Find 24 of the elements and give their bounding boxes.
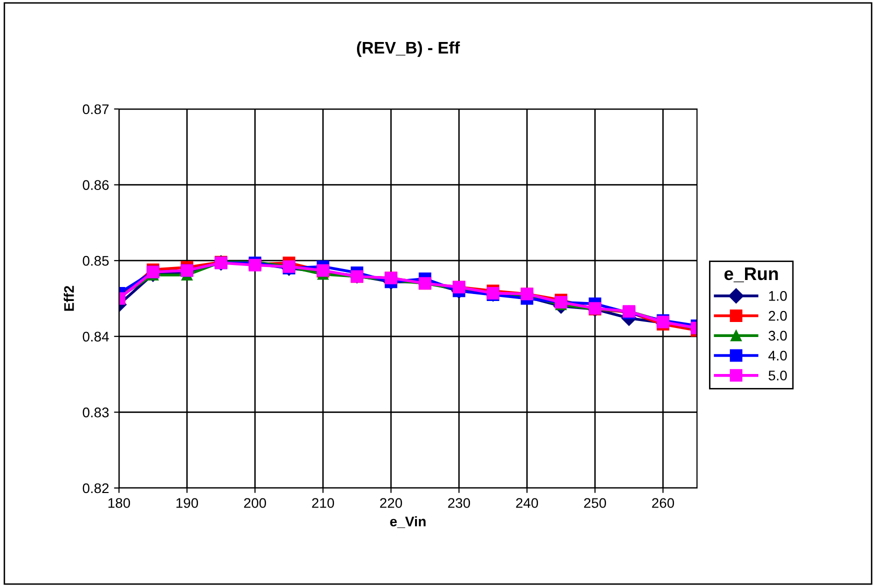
legend-label: 3.0 xyxy=(768,330,787,341)
x-tick-label: 210 xyxy=(312,498,334,508)
x-tick-label: 240 xyxy=(516,498,538,508)
y-tick-label: 0.85 xyxy=(82,256,109,266)
y-tick-label: 0.83 xyxy=(82,408,109,418)
legend-label: 1.0 xyxy=(769,291,787,301)
x-tick-label: 250 xyxy=(584,498,606,508)
x-tick-label: 220 xyxy=(380,498,402,508)
x-tick-label: 180 xyxy=(108,498,130,508)
x-tick-label: 200 xyxy=(244,498,266,508)
x-tick-label: 230 xyxy=(448,498,470,508)
y-tick-label: 0.82 xyxy=(82,483,109,494)
y-tick-label: 0.84 xyxy=(82,332,109,342)
x-tick-label: 190 xyxy=(176,498,198,508)
y-tick-label: 0.86 xyxy=(82,180,109,190)
y-tick-label: 0.87 xyxy=(82,104,109,114)
y-axis-title: Eff2 xyxy=(64,286,74,311)
chart-title: (REV_B) - Eff xyxy=(356,41,460,57)
legend-label: 2.0 xyxy=(768,310,787,321)
legend-label: 4.0 xyxy=(768,350,787,361)
x-axis-title: e_Vin xyxy=(390,516,426,528)
legend-title: e_Run xyxy=(724,268,778,282)
legend-label: 5.0 xyxy=(768,370,787,380)
x-tick-label: 260 xyxy=(652,498,674,508)
